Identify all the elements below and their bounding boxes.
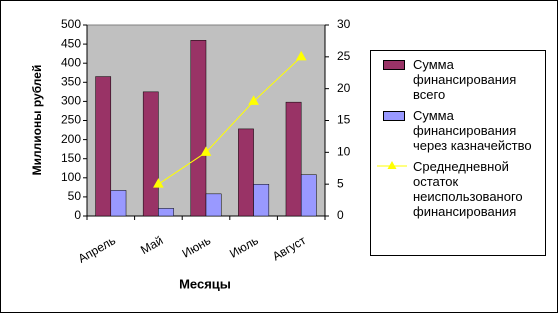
legend: Сумма финансирования всего Сумма финансир…: [370, 50, 546, 256]
y-tick-label: 200: [61, 132, 81, 146]
bar: [300, 174, 317, 217]
y2-tick-label: 25: [337, 49, 351, 63]
y-tick-label: 0: [74, 208, 81, 222]
y-tick-label: 500: [61, 17, 81, 31]
y-tick-label: 300: [61, 94, 81, 108]
y2-tick-label: 5: [337, 176, 344, 190]
y2-tick-label: 15: [337, 113, 351, 127]
legend-label: Сумма финансирования всего: [413, 57, 517, 102]
legend-key: [375, 57, 409, 72]
y-tick-label: 50: [68, 189, 82, 203]
bar: [238, 128, 254, 217]
legend-key: [375, 108, 409, 123]
legend-label: Среднедневной остаток неиспользованого ф…: [413, 159, 523, 219]
y2-tick-label: 30: [337, 17, 351, 31]
y-tick-label: 250: [61, 113, 81, 127]
y-tick-label: 100: [61, 170, 81, 184]
x-axis-label: Месяцы: [179, 276, 231, 291]
y2-tick-label: 10: [337, 145, 351, 159]
line-marker: [295, 50, 307, 61]
bar: [205, 193, 222, 217]
legend-entry: Сумма финансирования через казначейство: [375, 108, 541, 153]
bar: [110, 190, 127, 217]
line-series: [158, 56, 302, 185]
y2-tick-label: 0: [337, 208, 344, 222]
legend-entry: Сумма финансирования всего: [375, 57, 541, 102]
legend-key: [375, 159, 409, 174]
y-tick-label: 150: [61, 151, 81, 165]
y-tick-label: 400: [61, 55, 81, 69]
bar: [190, 40, 207, 217]
bar: [158, 208, 174, 217]
y-tick-label: 350: [61, 74, 81, 88]
legend-label: Сумма финансирования через казначейство: [413, 108, 532, 153]
y2-tick-label: 20: [337, 81, 351, 95]
legend-line-key: [377, 161, 407, 169]
bar: [95, 76, 112, 217]
bar: [285, 101, 302, 217]
legend-swatch: [383, 111, 405, 121]
line-marker: [153, 178, 164, 188]
bar: [142, 91, 159, 217]
line-marker: [200, 146, 212, 156]
bar: [253, 184, 270, 217]
legend-swatch: [383, 60, 405, 70]
y-axis-label: Миллионы рублей: [30, 65, 44, 176]
line-marker: [248, 95, 259, 105]
y-tick-label: 450: [61, 36, 81, 50]
legend-entry: Среднедневной остаток неиспользованого ф…: [375, 159, 541, 219]
